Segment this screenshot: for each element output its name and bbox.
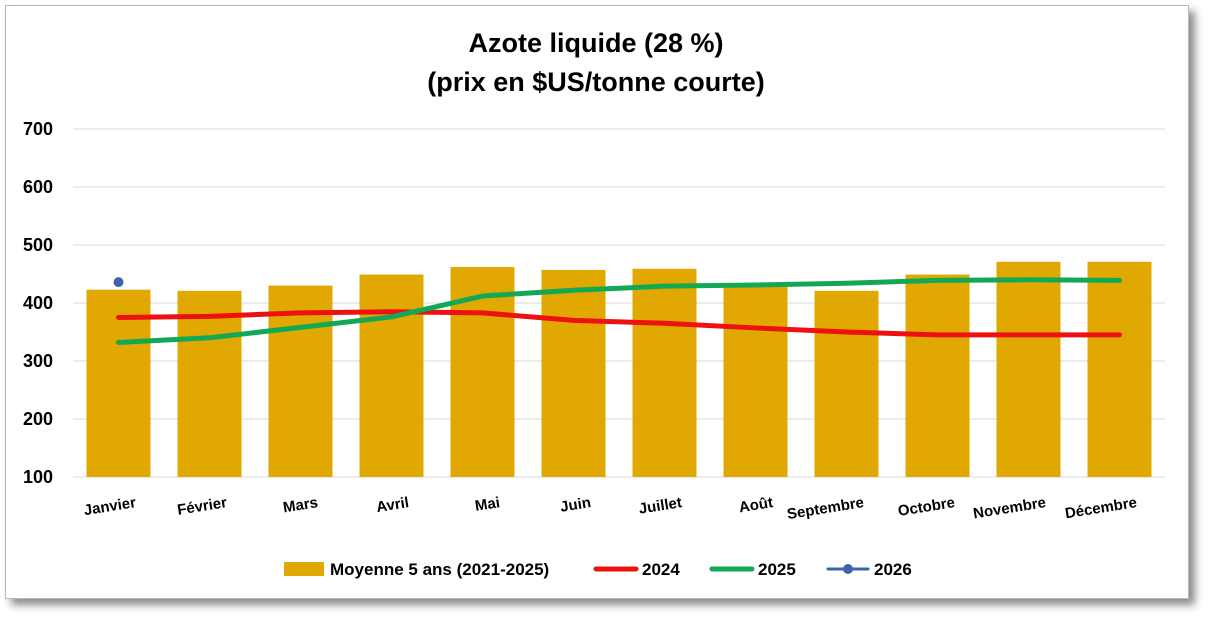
bar-7 [723,285,788,477]
bar-8 [814,290,879,477]
bar-0 [86,289,151,477]
series-point-2026 [113,277,124,288]
x-category-label: Avril [375,494,410,516]
y-tick-label: 200 [23,409,53,429]
chart-subtitle: (prix en $US/tonne courte) [427,67,765,97]
x-category-label: Octobre [897,494,956,520]
x-category-label: Mars [282,494,319,516]
y-tick-label: 300 [23,351,53,371]
x-category-label: Septembre [786,494,865,523]
gridlines [73,128,1165,478]
bar-2 [268,285,333,477]
y-tick-label: 500 [23,235,53,255]
legend: Moyenne 5 ans (2021-2025) 2024 2025 2026 [284,560,912,579]
x-category-label: Janvier [83,494,138,519]
bar-10 [996,261,1061,477]
bars [86,261,1152,477]
bar-3 [359,274,424,477]
series-line-2025 [116,277,1122,345]
legend-label: 2024 [642,560,680,579]
bar-9 [905,274,970,477]
x-category-label: Décembre [1064,494,1138,522]
legend-label: 2025 [758,560,796,579]
x-category-label: Juin [559,494,592,516]
y-tick-label: 700 [23,119,53,139]
legend-swatch-marker [843,564,853,574]
x-category-label: Juillet [638,494,683,518]
legend-label: Moyenne 5 ans (2021-2025) [330,560,549,579]
bar-1 [177,290,242,477]
series-line-2024 [116,309,1122,338]
x-category-label: Novembre [972,494,1047,522]
chart-title: Azote liquide (28 %) [468,28,723,58]
y-tick-label: 600 [23,177,53,197]
bar-11 [1087,261,1152,477]
x-category-label: Février [176,494,228,519]
legend-swatch-bar [284,562,324,576]
y-tick-label: 400 [23,293,53,313]
x-category-label: Août [738,494,774,516]
x-axis-categories: Janvier Février Mars Avril Mai Juin Juillet Aoû… [83,494,1139,523]
series-lines [113,277,1122,345]
bar-6 [632,268,697,477]
legend-label: 2026 [874,560,912,579]
bar-5 [541,269,606,477]
x-category-label: Mai [474,494,501,515]
y-axis-ticks: 100 200 300 400 500 600 700 [23,119,53,487]
y-tick-label: 100 [23,467,53,487]
